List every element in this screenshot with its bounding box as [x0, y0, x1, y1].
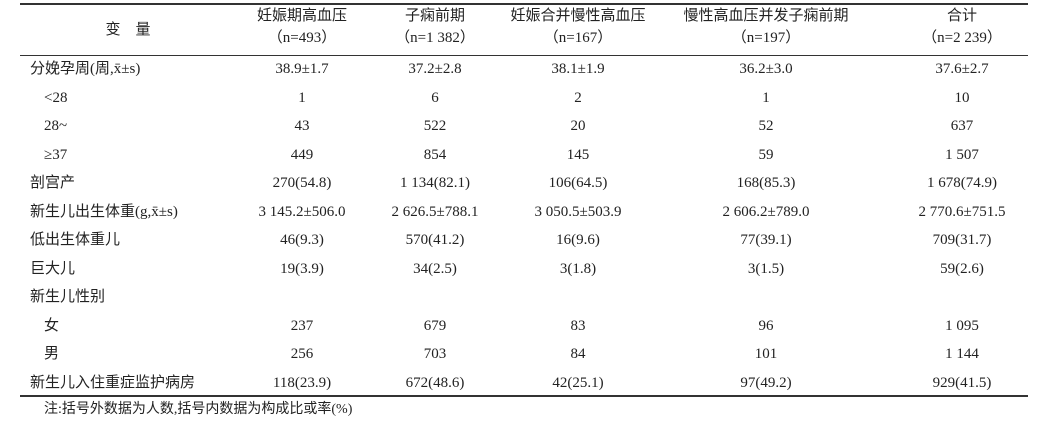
column-name: 子痫前期: [404, 8, 466, 24]
row-label: 新生儿性别: [30, 289, 106, 305]
column-n: （n=167）: [543, 30, 613, 46]
cell: 1 095: [945, 317, 979, 334]
cell: 10: [954, 89, 970, 106]
row-label: 新生儿出生体重(g,x̄±s): [30, 203, 178, 220]
cell: 77(39.1): [740, 232, 792, 248]
row-label: 分娩孕周(周,x̄±s): [30, 61, 141, 77]
cell: 854: [423, 146, 447, 163]
cell: 672(48.6): [405, 374, 465, 391]
column-n: （n=1 382）: [395, 30, 475, 46]
cell: 59(2.6): [940, 260, 984, 277]
cell: 3 050.5±503.9: [534, 203, 622, 220]
cell: 270(54.8): [272, 175, 332, 191]
cell: 709(31.7): [932, 232, 992, 248]
cell: 679: [423, 317, 447, 334]
cell: 96: [758, 317, 774, 334]
cell: 83: [570, 317, 586, 334]
sub-row-label: 女: [44, 317, 60, 334]
table-note: 注:括号外数据为人数,括号内数据为构成比或率(%): [44, 402, 353, 417]
cell: 929(41.5): [932, 374, 992, 391]
cell: 20: [570, 118, 586, 134]
row-label: 低出生体重儿: [30, 232, 121, 248]
cell: 84: [570, 346, 586, 362]
cell: 6: [431, 89, 439, 106]
cell: 46(9.3): [280, 232, 324, 248]
cell: 2: [574, 89, 582, 106]
cell: 1: [298, 89, 306, 106]
cell: 1 144: [945, 346, 979, 362]
bottom-rule: [20, 395, 1028, 397]
cell: 237: [290, 317, 314, 334]
column-name: 妊娠期高血压: [256, 8, 348, 24]
row-label: 新生儿入住重症监护病房: [30, 374, 196, 391]
cell: 38.9±1.7: [275, 61, 329, 77]
cell: 2 626.5±788.1: [391, 203, 479, 220]
cell: 42(25.1): [552, 374, 604, 391]
cell: 36.2±3.0: [739, 61, 793, 77]
sub-row-label: ≥37: [44, 146, 68, 163]
cell: 37.6±2.7: [935, 61, 989, 77]
cell: 1: [762, 89, 770, 106]
cell: 2 606.2±789.0: [722, 203, 810, 220]
cell: 168(85.3): [736, 175, 796, 191]
column-name: 妊娠合并慢性高血压: [510, 8, 646, 24]
cell: 59: [758, 146, 774, 163]
cell: 3(1.8): [559, 260, 597, 277]
cell: 2 770.6±751.5: [918, 203, 1006, 220]
cell: 97(49.2): [740, 374, 792, 391]
sub-row-label: 男: [44, 346, 60, 362]
cell: 106(64.5): [548, 175, 608, 191]
header-label: 变 量: [105, 22, 151, 38]
row-label: 剖宫产: [30, 175, 76, 191]
cell: 37.2±2.8: [408, 61, 462, 77]
cell: 522: [423, 118, 447, 134]
top-rule: [20, 3, 1028, 5]
cell: 118(23.9): [272, 374, 332, 391]
cell: 703: [423, 346, 447, 362]
cell: 449: [290, 146, 314, 163]
column-name: 慢性高血压并发子痫前期: [683, 8, 849, 24]
cell: 145: [566, 146, 590, 163]
cell: 43: [294, 118, 310, 134]
cell: 637: [950, 118, 974, 134]
cell: 1 507: [945, 146, 979, 163]
sub-row-label: 28~: [44, 118, 68, 134]
cell: 1 678(74.9): [927, 175, 997, 191]
cell: 3(1.5): [747, 260, 785, 277]
cell: 52: [758, 118, 774, 134]
cell: 16(9.6): [556, 232, 600, 248]
column-n: （n=2 239）: [922, 30, 1002, 46]
cell: 256: [290, 346, 314, 362]
cell: 38.1±1.9: [551, 61, 605, 77]
column-n: （n=493）: [267, 30, 337, 46]
column-name: 合计: [946, 8, 978, 24]
cell: 1 134(82.1): [400, 175, 470, 191]
header-rule: [20, 55, 1028, 56]
cell: 3 145.2±506.0: [258, 203, 346, 220]
sub-row-label: <28: [44, 89, 68, 106]
cell: 34(2.5): [413, 260, 457, 277]
cell: 101: [754, 346, 778, 362]
column-n: （n=197）: [731, 30, 801, 46]
cell: 570(41.2): [405, 232, 465, 248]
cell: 19(3.9): [280, 260, 324, 277]
row-label: 巨大儿: [30, 260, 76, 277]
